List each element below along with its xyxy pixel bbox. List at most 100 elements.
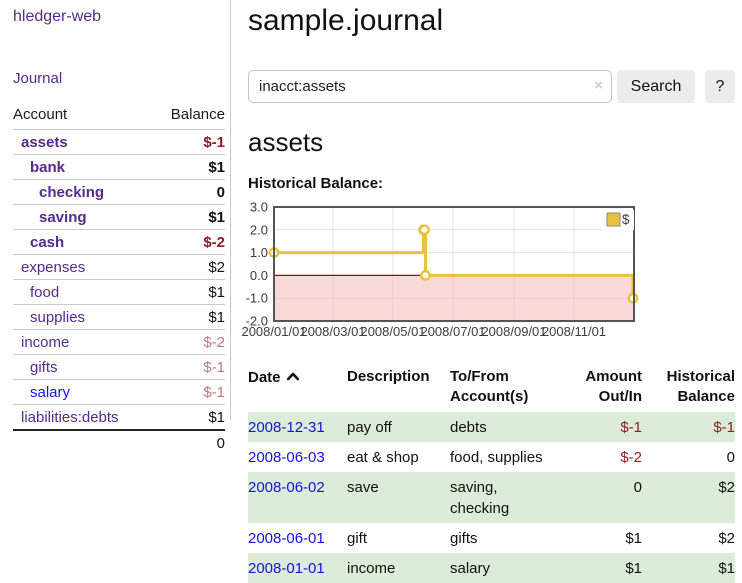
account-balance: $-1 xyxy=(203,134,225,151)
accounts-total-row: 0 xyxy=(13,429,225,455)
account-link[interactable]: bank xyxy=(30,159,66,176)
transaction-description: pay off xyxy=(347,419,392,436)
account-balance: 0 xyxy=(216,184,225,201)
transaction-accounts: salary xyxy=(450,560,491,577)
transaction-row: 2008-06-01 gift gifts $1 $2 xyxy=(248,523,735,553)
transaction-amount: $-1 xyxy=(620,419,642,436)
account-row: supplies $1 xyxy=(13,304,225,330)
transaction-description: income xyxy=(347,560,396,577)
account-balance: $-2 xyxy=(203,234,225,251)
account-link[interactable]: food xyxy=(30,284,60,301)
account-row: cash $-2 xyxy=(13,229,225,255)
svg-text:2008/05/01: 2008/05/01 xyxy=(360,324,425,339)
account-link[interactable]: gifts xyxy=(30,359,58,376)
column-header-accounts[interactable]: To/From Account(s) xyxy=(450,368,529,405)
account-balance: $-1 xyxy=(203,359,225,376)
transaction-balance: $2 xyxy=(718,479,735,496)
svg-text:$: $ xyxy=(622,212,630,227)
transaction-date-link[interactable]: 2008-01-01 xyxy=(248,560,325,577)
help-button[interactable]: ? xyxy=(705,70,735,103)
account-link[interactable]: income xyxy=(21,334,70,351)
accounts-table: Account Balance assets $-1 bank $1 check… xyxy=(13,103,225,455)
transaction-amount: $-2 xyxy=(620,449,642,466)
transaction-accounts: saving, checking xyxy=(450,479,510,517)
transaction-accounts: debts xyxy=(450,419,487,436)
transaction-balance: 0 xyxy=(726,449,735,466)
svg-text:2008/01/01: 2008/01/01 xyxy=(241,324,306,339)
column-header-date[interactable]: Date xyxy=(248,363,347,412)
account-link[interactable]: salary xyxy=(30,384,71,401)
account-link[interactable]: saving xyxy=(39,209,87,226)
account-row: food $1 xyxy=(13,279,225,305)
transaction-accounts: gifts xyxy=(450,530,478,547)
transaction-date-link[interactable]: 2008-06-01 xyxy=(248,530,325,547)
account-link[interactable]: expenses xyxy=(21,259,86,276)
register-header-row: Date Description To/From Account(s) Amou… xyxy=(248,363,735,412)
transaction-date-link[interactable]: 2008-06-02 xyxy=(248,479,325,496)
transaction-row: 2008-01-01 income salary $1 $1 xyxy=(248,553,735,583)
account-link[interactable]: assets xyxy=(21,134,68,151)
transaction-amount: 0 xyxy=(633,479,642,496)
clear-search-icon[interactable]: × xyxy=(594,77,603,94)
account-balance: $-1 xyxy=(203,384,225,401)
search-box: × xyxy=(248,70,612,103)
transaction-date-link[interactable]: 2008-06-03 xyxy=(248,449,325,466)
svg-text:-2.0: -2.0 xyxy=(246,314,268,329)
sidebar: hledger-web Journal Account Balance asse… xyxy=(0,0,231,455)
transaction-description: eat & shop xyxy=(347,449,419,466)
column-header-balance[interactable]: Historical Balance xyxy=(666,368,735,405)
account-link[interactable]: cash xyxy=(30,234,65,251)
account-row: checking 0 xyxy=(13,179,225,205)
transaction-amount: $1 xyxy=(625,560,642,577)
svg-text:2008/07/01: 2008/07/01 xyxy=(420,324,485,339)
account-row: income $-2 xyxy=(13,329,225,355)
svg-text:1.0: 1.0 xyxy=(250,245,268,260)
account-link[interactable]: checking xyxy=(39,184,105,201)
account-row: gifts $-1 xyxy=(13,354,225,380)
accounts-total-value: 0 xyxy=(216,435,225,452)
account-row: liabilities:debts $1 xyxy=(13,404,225,430)
transaction-description: gift xyxy=(347,530,368,547)
page-title: sample.journal xyxy=(248,4,444,37)
transaction-row: 2008-06-02 save saving, checking 0 $2 xyxy=(248,472,735,523)
account-link[interactable]: supplies xyxy=(30,309,86,326)
sidebar-item-journal[interactable]: Journal xyxy=(13,70,63,87)
transaction-row: 2008-06-03 eat & shop food, supplies $-2… xyxy=(248,442,735,472)
accounts-header-row: Account Balance xyxy=(13,103,225,130)
account-balance: $1 xyxy=(208,159,225,176)
account-balance: $-2 xyxy=(203,334,225,351)
account-balance: $1 xyxy=(208,284,225,301)
transaction-row: 2008-12-31 pay off debts $-1 $-1 xyxy=(248,412,735,442)
search-button[interactable]: Search xyxy=(617,70,695,103)
account-row: expenses $2 xyxy=(13,254,225,280)
account-heading: assets xyxy=(248,127,324,157)
svg-text:2008/11/01: 2008/11/01 xyxy=(542,324,606,339)
column-header-amount[interactable]: Amount Out/In xyxy=(585,368,642,405)
transaction-balance: $1 xyxy=(718,560,735,577)
account-link[interactable]: liabilities:debts xyxy=(21,409,119,426)
svg-text:2008/03/01: 2008/03/01 xyxy=(300,324,365,339)
search-input[interactable] xyxy=(248,70,612,103)
svg-text:2008/09/01: 2008/09/01 xyxy=(481,324,546,339)
transaction-date-link[interactable]: 2008-12-31 xyxy=(248,419,325,436)
column-header-description[interactable]: Description xyxy=(347,368,430,385)
account-row: salary $-1 xyxy=(13,379,225,405)
account-balance: $1 xyxy=(208,209,225,226)
svg-text:0.0: 0.0 xyxy=(250,268,268,283)
transaction-amount: $1 xyxy=(625,530,642,547)
chart-canvas: 3.0 2.0 1.0 0.0 -1.0 -2.02008/01/012008/03/01… xyxy=(241,200,639,339)
accounts-column-header: Account xyxy=(13,106,68,123)
historical-balance-chart: 3.0 2.0 1.0 0.0 -1.0 -2.0 2008/01/01 2008/03/01… xyxy=(241,200,646,347)
account-row: assets $-1 xyxy=(13,129,225,155)
transaction-balance: $2 xyxy=(718,530,735,547)
transaction-balance: $-1 xyxy=(713,419,735,436)
sort-ascending-icon xyxy=(286,367,300,387)
account-balance: $2 xyxy=(208,259,225,276)
svg-text:3.0: 3.0 xyxy=(250,200,268,215)
transaction-description: save xyxy=(347,479,379,496)
register-table: Date Description To/From Account(s) Amou… xyxy=(248,363,735,583)
account-balance: $1 xyxy=(208,409,225,426)
search-bar: × Search ? xyxy=(248,70,735,104)
app-brand-link[interactable]: hledger-web xyxy=(13,8,102,25)
historical-balance-label: Historical Balance: xyxy=(248,175,384,192)
